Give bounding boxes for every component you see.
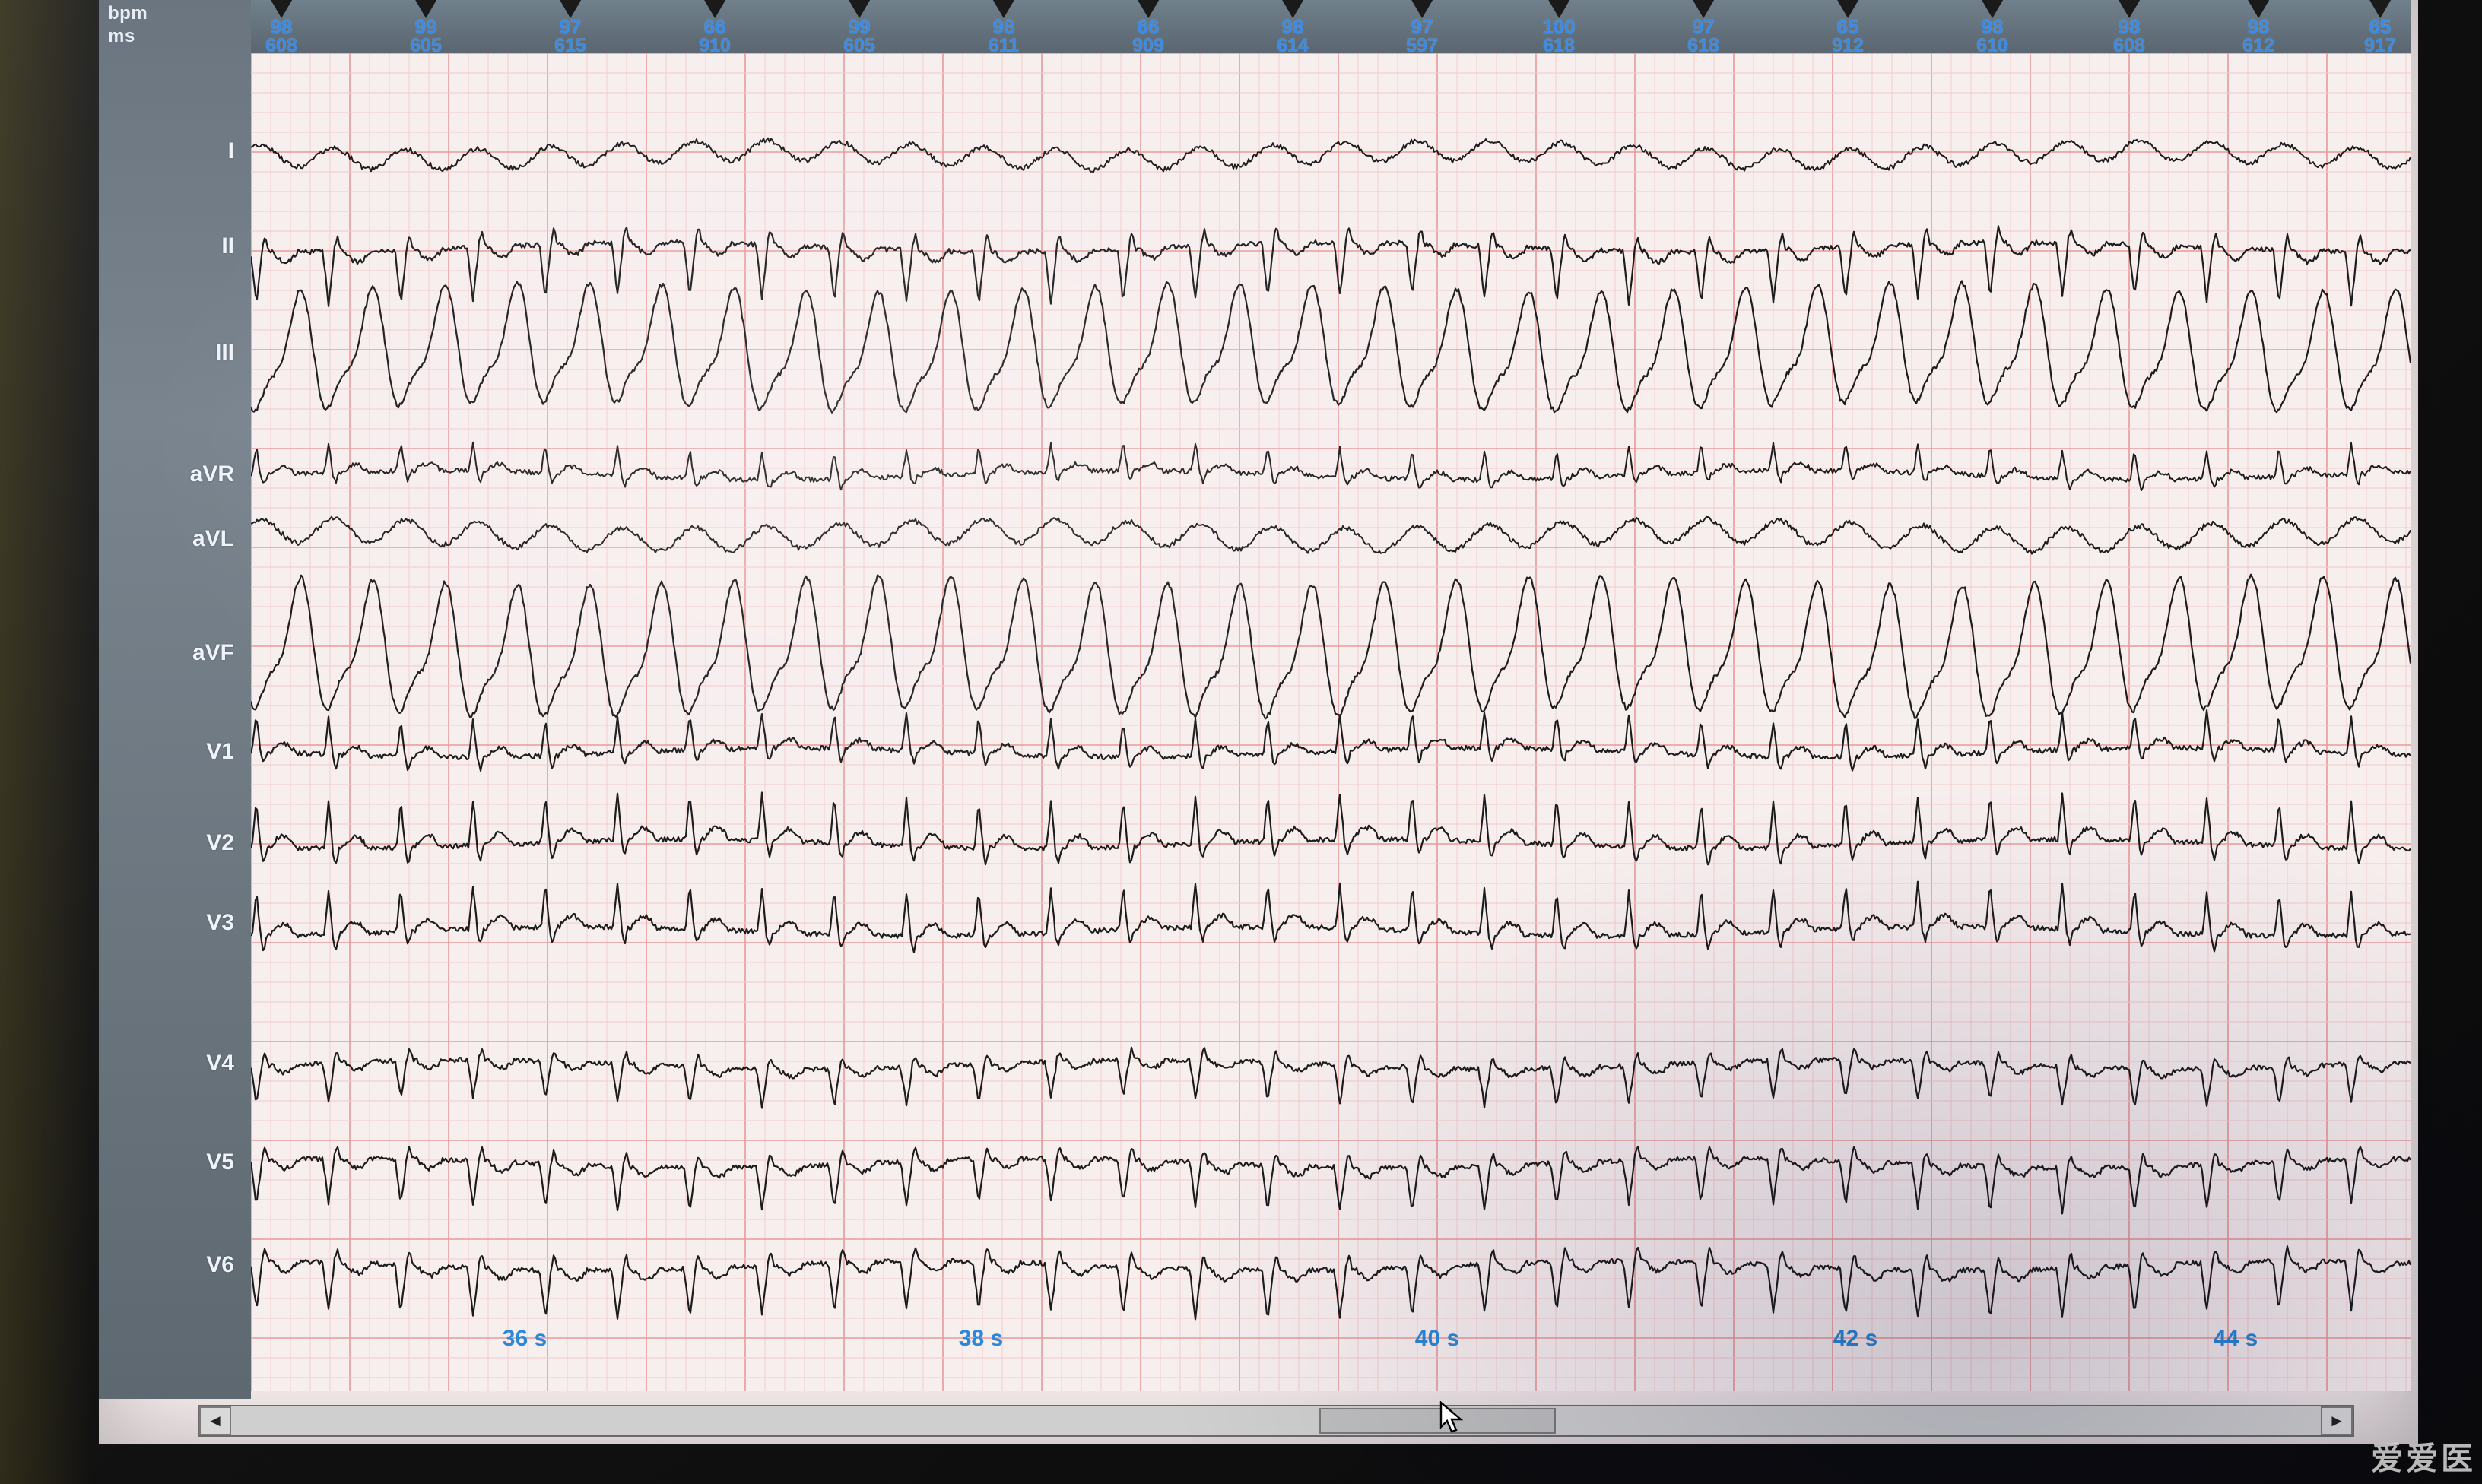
beat-marker: 65917 bbox=[2364, 0, 2396, 55]
beat-bpm: 98 bbox=[1982, 17, 2004, 36]
beat-marker: 99605 bbox=[410, 0, 442, 55]
scroll-thumb[interactable] bbox=[1319, 1408, 1557, 1434]
beat-bpm: 98 bbox=[1282, 17, 1304, 36]
beat-bpm: 99 bbox=[849, 17, 871, 36]
beat-bpm: 97 bbox=[1693, 17, 1715, 36]
monitor-bezel: bpm ms IIIIIIaVRaVLaVFV1V2V3V4V5V6 98608… bbox=[0, 0, 2482, 1484]
lead-label-aVF: aVF bbox=[99, 640, 251, 666]
lead-label-V2: V2 bbox=[99, 830, 251, 856]
beat-marker: 98608 bbox=[265, 0, 297, 55]
beat-bpm: 97 bbox=[560, 17, 582, 36]
lead-label-aVL: aVL bbox=[99, 526, 251, 552]
beat-marker: 100618 bbox=[1542, 0, 1575, 55]
lead-label-I: I bbox=[99, 138, 251, 164]
lead-label-V5: V5 bbox=[99, 1149, 251, 1175]
beat-marker: 97597 bbox=[1406, 0, 1438, 55]
lead-label-III: III bbox=[99, 340, 251, 366]
lead-label-aVR: aVR bbox=[99, 461, 251, 487]
ecg-screen: bpm ms IIIIIIaVRaVLaVFV1V2V3V4V5V6 98608… bbox=[99, 0, 2418, 1444]
time-axis-label: 40 s bbox=[1415, 1326, 1459, 1352]
beat-marker: 98610 bbox=[1976, 0, 2008, 55]
beat-bpm: 98 bbox=[2248, 17, 2270, 36]
beat-bpm: 98 bbox=[2119, 17, 2141, 36]
beat-bpm: 98 bbox=[993, 17, 1015, 36]
beat-marker: 66910 bbox=[699, 0, 731, 55]
lead-label-II: II bbox=[99, 233, 251, 259]
unit-ms: ms bbox=[108, 26, 135, 47]
lead-label-V1: V1 bbox=[99, 739, 251, 765]
beat-marker: 98608 bbox=[2113, 0, 2145, 55]
beat-marker: 97615 bbox=[554, 0, 586, 55]
scroll-right-button[interactable]: ► bbox=[2321, 1406, 2353, 1435]
beat-bpm: 98 bbox=[271, 17, 293, 36]
lead-label-gutter: bpm ms IIIIIIaVRaVLaVFV1V2V3V4V5V6 bbox=[99, 0, 251, 1399]
unit-bpm: bpm bbox=[108, 3, 148, 24]
ecg-chart[interactable]: 36 s 38 s 40 s 42 s 44 s bbox=[251, 53, 2411, 1391]
time-axis-label: 44 s bbox=[2214, 1326, 2258, 1352]
beat-bpm: 97 bbox=[1411, 17, 1433, 36]
lead-label-V6: V6 bbox=[99, 1252, 251, 1278]
scroll-left-button[interactable]: ◄ bbox=[199, 1406, 231, 1435]
beat-bpm: 65 bbox=[1837, 17, 1859, 36]
beat-marker: 98612 bbox=[2242, 0, 2274, 55]
beat-marker: 97618 bbox=[1687, 0, 1719, 55]
time-axis-label: 42 s bbox=[1833, 1326, 1877, 1352]
time-axis-label: 38 s bbox=[959, 1326, 1003, 1352]
beat-bpm: 100 bbox=[1542, 17, 1575, 36]
ecg-svg bbox=[251, 53, 2411, 1391]
beat-marker: 99605 bbox=[843, 0, 875, 55]
time-axis-label: 36 s bbox=[503, 1326, 547, 1352]
beat-marker: 66909 bbox=[1132, 0, 1164, 55]
watermark-text: 爱爱医 bbox=[2371, 1433, 2476, 1479]
beat-marker: 65912 bbox=[1832, 0, 1864, 55]
ambient-glow bbox=[0, 0, 91, 1484]
beat-bpm: 99 bbox=[415, 17, 437, 36]
lead-label-V4: V4 bbox=[99, 1051, 251, 1077]
beat-bpm: 66 bbox=[1138, 17, 1160, 36]
beat-marker: 98611 bbox=[989, 0, 1019, 55]
lead-label-V3: V3 bbox=[99, 910, 251, 936]
horizontal-scrollbar[interactable]: ◄ ► bbox=[198, 1405, 2354, 1437]
beat-marker-strip: 98608 99605 97615 66910 99605 98611 66909 98614… bbox=[251, 0, 2411, 53]
beat-marker: 98614 bbox=[1277, 0, 1309, 55]
beat-bpm: 65 bbox=[2369, 17, 2392, 36]
beat-bpm: 66 bbox=[704, 17, 726, 36]
